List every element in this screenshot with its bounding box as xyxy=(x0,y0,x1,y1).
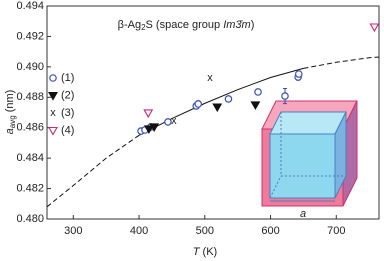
title-part: β-Ag xyxy=(118,19,141,31)
point xyxy=(143,109,154,119)
legend-marker: x xyxy=(50,107,56,119)
legend-marker xyxy=(49,74,57,82)
point xyxy=(254,88,262,96)
x-tick-label: 300 xyxy=(64,225,82,237)
legend-marker xyxy=(48,91,58,101)
title-part: ) xyxy=(251,19,255,31)
title-part: Im3̄m xyxy=(223,19,251,31)
point xyxy=(224,95,233,103)
y-label-part: (nm) xyxy=(4,90,16,116)
chart-title: β-Ag2S (space group Im3̄m) xyxy=(118,19,255,32)
point xyxy=(281,92,289,100)
y-label-part: a xyxy=(4,128,16,134)
point xyxy=(143,125,154,135)
y-tick-label: 0.484 xyxy=(16,152,44,164)
point xyxy=(164,118,172,126)
y-tick-label: 0.488 xyxy=(16,91,44,103)
point xyxy=(149,123,160,133)
y-axis-label: aavg (nm) xyxy=(4,90,17,135)
y-tick-label: 0.492 xyxy=(16,30,44,42)
inset-cube xyxy=(261,100,358,207)
x-label-part: (K) xyxy=(200,246,218,258)
point: x xyxy=(171,115,177,127)
x-tick-label: 700 xyxy=(327,225,345,237)
fit-curve xyxy=(46,134,140,208)
y-tick-label: 0.480 xyxy=(16,213,44,225)
x-label-part: T xyxy=(193,246,201,258)
y-label-part: avg xyxy=(8,115,17,128)
point xyxy=(369,23,380,33)
legend-marker xyxy=(48,126,58,136)
title-part: S (space group xyxy=(146,19,224,31)
x-tick-label: 400 xyxy=(130,225,148,237)
y-tick-label: 0.490 xyxy=(16,61,44,73)
inset-label: a xyxy=(300,208,306,220)
legend-label: (4) xyxy=(61,124,74,136)
x-tick-label: 500 xyxy=(196,225,214,237)
point xyxy=(212,103,223,113)
point xyxy=(294,70,303,78)
fit-curve xyxy=(303,56,380,69)
point: x xyxy=(207,72,213,84)
legend-label: (3) xyxy=(61,107,74,119)
title-part: 2 xyxy=(141,23,146,32)
point xyxy=(194,100,203,108)
point xyxy=(250,101,261,111)
y-tick-label: 0.486 xyxy=(16,122,44,134)
y-tick-label: 0.494 xyxy=(16,0,44,12)
x-axis-label: T (K) xyxy=(193,246,217,258)
y-tick-label: 0.482 xyxy=(16,182,44,194)
legend-label: (1) xyxy=(61,72,74,84)
plot-frame xyxy=(46,5,380,220)
x-tick-label: 600 xyxy=(261,225,279,237)
legend-label: (2) xyxy=(61,89,74,101)
